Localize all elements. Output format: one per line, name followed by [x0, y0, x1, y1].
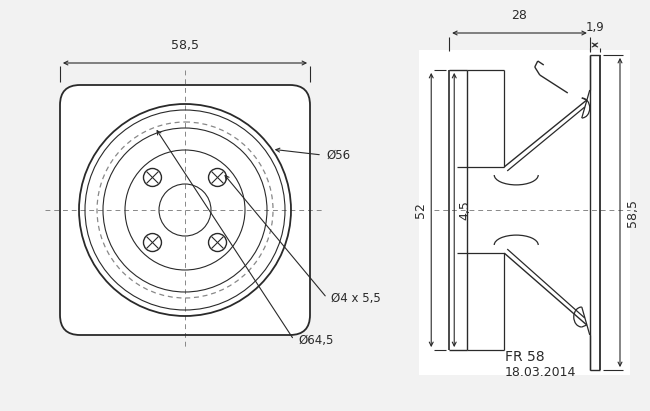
- Text: FR 58: FR 58: [505, 350, 545, 364]
- Text: 58,5: 58,5: [171, 39, 199, 52]
- Text: 28: 28: [512, 9, 527, 22]
- Text: Ø56: Ø56: [326, 148, 350, 162]
- Text: 58,5: 58,5: [625, 199, 638, 226]
- FancyBboxPatch shape: [60, 85, 310, 335]
- Text: 18.03.2014: 18.03.2014: [505, 366, 577, 379]
- Text: 52: 52: [414, 202, 427, 218]
- Circle shape: [144, 169, 161, 187]
- Circle shape: [209, 169, 227, 187]
- Circle shape: [144, 233, 161, 252]
- Bar: [419, 50, 630, 375]
- Text: 1,9: 1,9: [586, 21, 604, 34]
- Circle shape: [209, 233, 227, 252]
- Text: Ø4 x 5,5: Ø4 x 5,5: [331, 291, 381, 305]
- Text: Ø64,5: Ø64,5: [298, 333, 333, 346]
- Text: 4,5: 4,5: [459, 200, 472, 220]
